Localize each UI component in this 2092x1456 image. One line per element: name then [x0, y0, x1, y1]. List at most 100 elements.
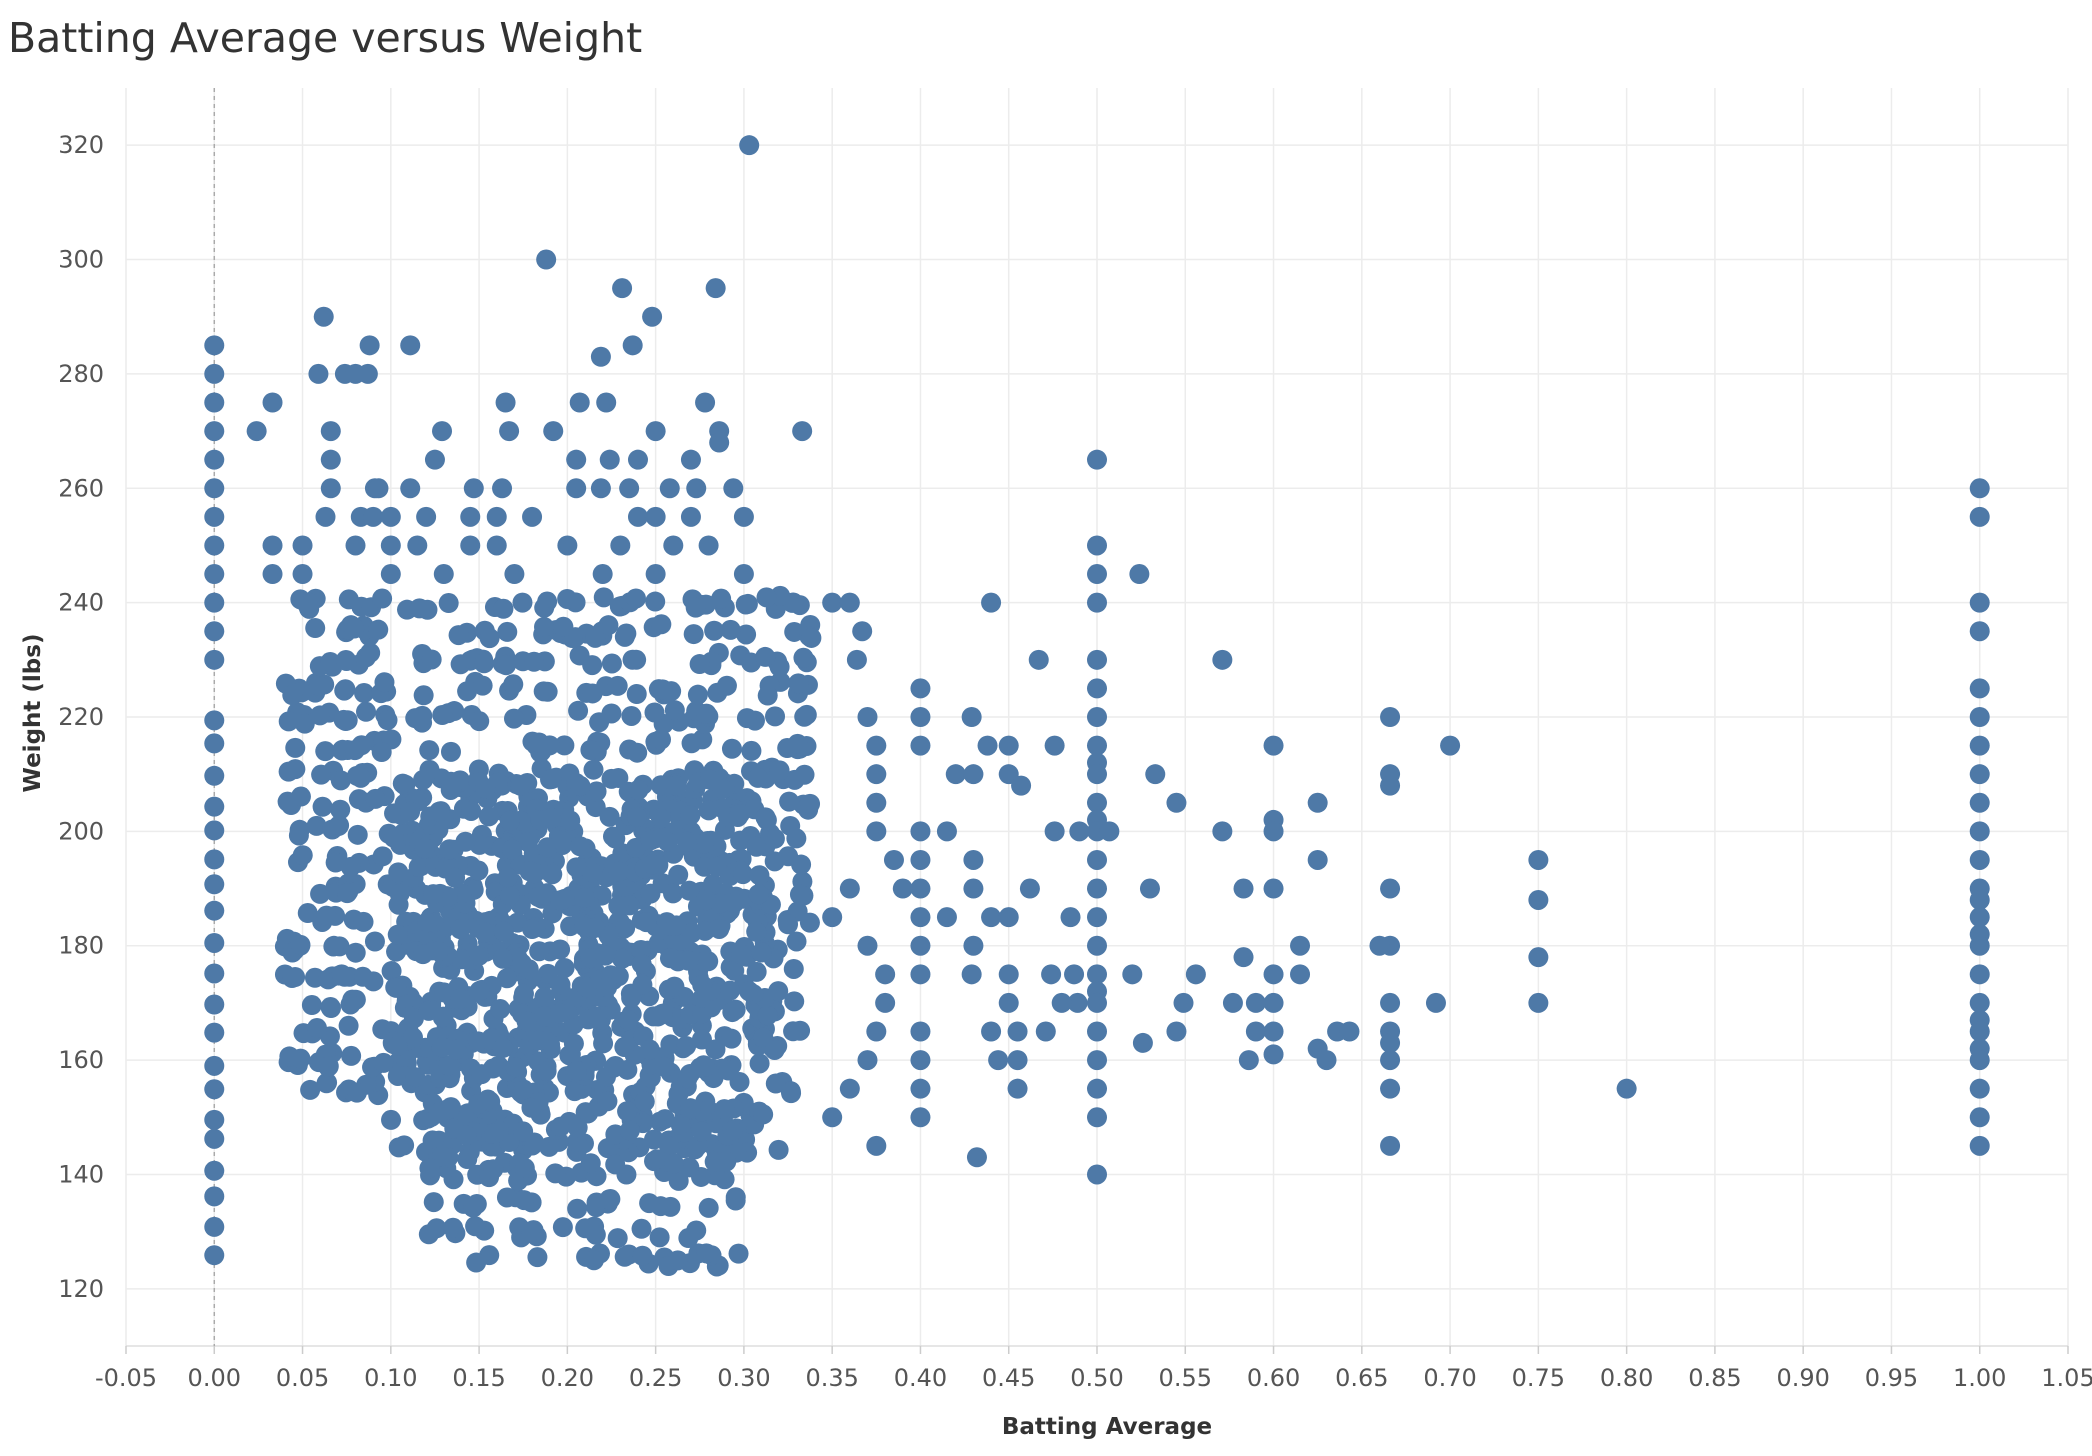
- data-point: [704, 1151, 725, 1172]
- data-point: [583, 759, 604, 780]
- data-point: [1087, 1078, 1107, 1099]
- data-point: [450, 988, 471, 1009]
- data-point: [204, 649, 225, 670]
- x-tick-label: 0.50: [1070, 1364, 1123, 1392]
- data-point: [597, 1091, 618, 1112]
- data-point: [417, 599, 438, 620]
- data-point: [1528, 889, 1549, 910]
- data-point: [866, 792, 887, 813]
- data-point: [822, 1107, 843, 1128]
- data-point: [747, 767, 768, 788]
- data-point: [1245, 992, 1266, 1013]
- data-point: [729, 804, 750, 825]
- data-point: [1129, 564, 1150, 585]
- data-point: [857, 707, 878, 727]
- data-point: [1044, 821, 1065, 842]
- data-point: [676, 1035, 697, 1056]
- data-point: [486, 506, 507, 527]
- x-tick-label: 1.00: [1953, 1364, 2006, 1392]
- data-point: [1087, 1107, 1107, 1128]
- data-point: [741, 740, 762, 761]
- data-point: [698, 535, 719, 556]
- data-point: [1087, 1164, 1107, 1185]
- data-point: [1969, 1021, 1990, 1042]
- data-point: [981, 1021, 1002, 1042]
- data-point: [204, 449, 225, 470]
- data-point: [568, 700, 589, 721]
- data-point: [583, 1250, 604, 1271]
- data-point: [716, 675, 737, 696]
- data-point: [1380, 1032, 1401, 1053]
- data-point: [400, 478, 421, 499]
- data-point: [528, 1030, 549, 1051]
- x-tick-label: 0.55: [1159, 1364, 1212, 1392]
- data-point: [628, 779, 649, 800]
- data-point: [612, 948, 633, 969]
- data-point: [569, 392, 590, 413]
- data-point: [438, 593, 459, 614]
- data-point: [657, 831, 678, 852]
- data-point: [313, 306, 334, 327]
- data-point: [677, 831, 698, 852]
- data-point: [282, 967, 303, 988]
- data-point: [1011, 775, 1032, 796]
- data-point: [1087, 1021, 1107, 1042]
- data-point: [582, 683, 603, 704]
- data-point: [1139, 878, 1160, 899]
- data-point: [683, 624, 704, 645]
- data-point: [866, 1135, 887, 1156]
- data-point: [619, 478, 640, 499]
- data-point: [1616, 1078, 1637, 1099]
- data-point: [1263, 964, 1284, 985]
- data-point: [592, 564, 613, 585]
- data-point: [357, 363, 378, 384]
- data-point: [1369, 935, 1390, 956]
- x-tick-label: 0.95: [1865, 1364, 1918, 1392]
- data-point: [1969, 1050, 1990, 1071]
- data-point: [1087, 792, 1107, 813]
- data-point: [612, 278, 633, 299]
- data-point: [1380, 878, 1401, 899]
- data-point: [514, 1158, 535, 1179]
- data-point: [988, 1050, 1009, 1071]
- data-point: [315, 741, 336, 762]
- data-point: [998, 907, 1019, 928]
- data-point: [1087, 764, 1107, 785]
- data-point: [668, 864, 689, 885]
- data-point: [356, 701, 377, 722]
- data-point: [654, 1056, 675, 1077]
- data-point: [720, 619, 741, 640]
- x-tick-label: 0.00: [188, 1364, 241, 1392]
- data-point: [852, 621, 873, 642]
- data-point: [478, 806, 499, 827]
- data-point: [1087, 992, 1107, 1013]
- data-point: [416, 506, 437, 527]
- data-point: [428, 941, 449, 962]
- data-point: [608, 895, 629, 916]
- data-point: [433, 982, 454, 1003]
- y-axis-title: Weight (lbs): [20, 634, 46, 793]
- data-point: [1185, 964, 1206, 985]
- data-point: [644, 1129, 665, 1150]
- data-point: [482, 1058, 503, 1079]
- data-point: [799, 912, 820, 933]
- data-point: [936, 907, 957, 928]
- data-point: [290, 786, 311, 807]
- data-point: [693, 833, 714, 854]
- data-point: [549, 1003, 570, 1024]
- data-point: [381, 961, 402, 982]
- data-point: [1173, 992, 1194, 1013]
- data-point: [475, 778, 496, 799]
- data-point: [778, 846, 799, 867]
- data-point: [680, 1098, 701, 1119]
- data-point: [290, 1048, 311, 1069]
- data-point: [292, 845, 313, 866]
- data-point: [510, 775, 531, 796]
- data-point: [1067, 992, 1088, 1013]
- data-point: [586, 781, 607, 802]
- data-point: [1380, 1078, 1401, 1099]
- data-point: [780, 1081, 801, 1102]
- data-point: [388, 894, 409, 915]
- data-point: [204, 1245, 225, 1266]
- data-point: [596, 392, 617, 413]
